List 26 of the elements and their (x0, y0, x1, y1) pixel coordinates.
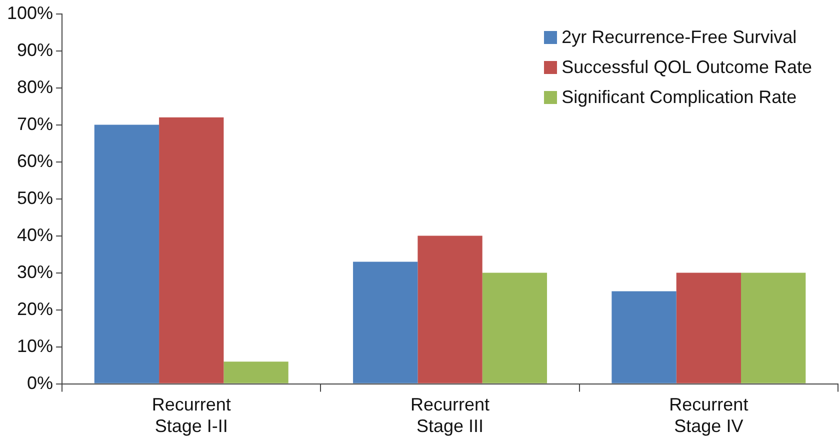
y-tick-label: 100% (6, 2, 54, 23)
y-tick-label: 20% (17, 298, 54, 319)
bar (676, 272, 742, 384)
y-tick-label: 30% (17, 262, 54, 282)
bar (418, 236, 482, 384)
y-tick-label: 80% (17, 76, 54, 97)
bar (159, 117, 224, 384)
x-tick-label: Recurrent Stage I-II (152, 394, 231, 436)
y-tick-label: 0% (27, 372, 54, 393)
legend-label: 2yr Recurrence-Free Survival (562, 26, 797, 49)
bar (224, 362, 288, 384)
bar (741, 272, 806, 384)
y-tick-label: 50% (17, 188, 54, 208)
y-tick-label: 10% (17, 336, 54, 356)
y-tick-label: 70% (17, 114, 54, 134)
bar (94, 124, 160, 384)
bar (353, 262, 418, 384)
y-tick-label: 90% (17, 40, 54, 60)
bar (482, 272, 548, 384)
legend-label: Significant Complication Rate (562, 86, 797, 109)
x-tick-label: Recurrent Stage III (410, 394, 490, 436)
legend-label: Successful QOL Outcome Rate (562, 56, 812, 79)
bar (612, 291, 676, 384)
x-tick-label: Recurrent Stage IV (669, 394, 748, 436)
y-tick-label: 40% (17, 224, 54, 245)
y-tick-label: 60% (17, 150, 54, 171)
